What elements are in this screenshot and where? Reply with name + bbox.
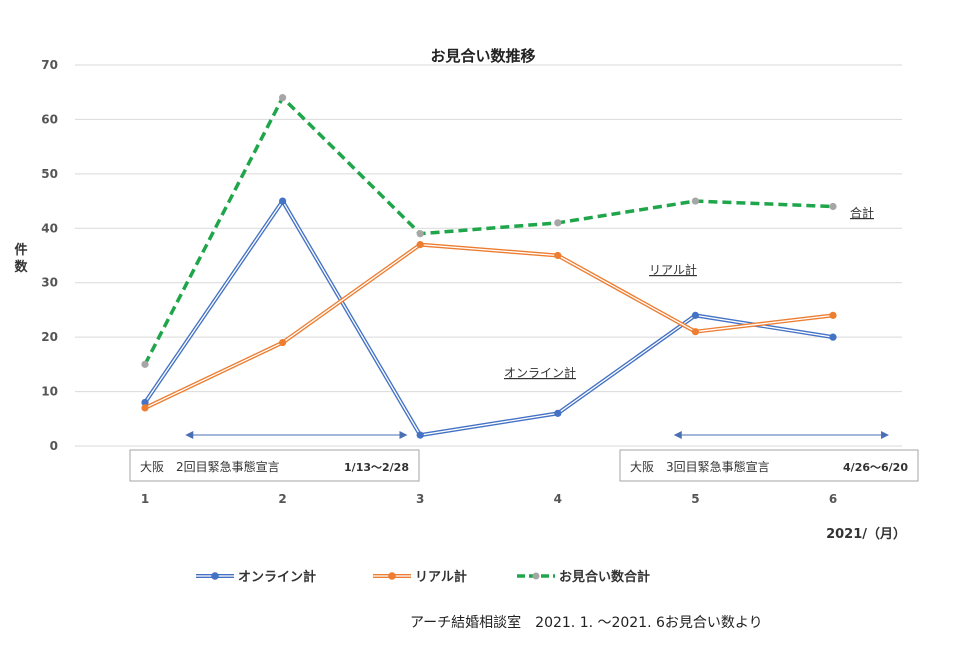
period-dates: 4/26〜6/20 [843, 461, 908, 474]
x-tick-label: 4 [554, 492, 562, 506]
y-axis-label: 件数 [14, 242, 28, 275]
y-axis-label-char: 数 [14, 259, 28, 275]
data-point [691, 328, 700, 336]
data-point [279, 94, 287, 102]
chart-title: お見合い数推移 [430, 47, 535, 65]
series-line [144, 242, 834, 410]
period-label: 大阪 3回目緊急事態宣言 [630, 459, 770, 474]
legend-label: オンライン計 [238, 569, 316, 585]
data-point [554, 251, 562, 260]
x-tick-label: 2 [278, 492, 286, 506]
data-point [141, 360, 149, 368]
x-tick-label: 5 [691, 492, 699, 506]
y-tick-label: 70 [41, 58, 58, 72]
y-tick-label: 0 [50, 439, 58, 453]
y-tick-label: 50 [41, 167, 58, 181]
data-point [691, 197, 700, 205]
series-line [143, 199, 834, 438]
period-annotation: 大阪 3回目緊急事態宣言 4/26〜6/20 [619, 431, 919, 482]
x-tick-labels: 1 2 3 4 5 6 [141, 492, 837, 506]
y-tick-label: 30 [41, 276, 58, 290]
y-tick-label: 20 [41, 330, 58, 344]
data-point [141, 398, 149, 407]
period-label: 大阪 2回目緊急事態宣言 [140, 459, 280, 474]
data-point [691, 311, 700, 319]
data-point [829, 333, 837, 341]
period-annotations: 大阪 2回目緊急事態宣言 1/13〜2/28 大阪 3回目緊急事態宣言 4/26〜6/… [129, 431, 919, 482]
period-dates: 1/13〜2/28 [344, 461, 409, 474]
legend: オンライン計 リアル計 お見合い数合計 [196, 569, 650, 585]
y-tick-label: 40 [41, 221, 58, 235]
data-point [554, 409, 562, 417]
grid-lines [75, 64, 902, 447]
series-line-inner [144, 200, 834, 436]
data-point [829, 202, 837, 211]
series-3 [141, 94, 837, 368]
data-point [416, 230, 424, 238]
legend-marker [532, 572, 540, 580]
series-line [143, 95, 834, 366]
y-tick-label: 10 [41, 385, 58, 399]
x-axis-label: 2021/（月） [826, 526, 906, 542]
series-lines [141, 94, 837, 439]
series-1 [141, 197, 837, 439]
data-point [416, 241, 424, 249]
data-point [829, 311, 837, 319]
x-tick-label: 6 [829, 492, 837, 506]
legend-item: リアル計 [373, 569, 467, 585]
y-axis-label-char: 件 [14, 242, 27, 258]
x-tick-label: 1 [141, 492, 149, 506]
online-series-annotation: オンライン計 [504, 365, 576, 380]
legend-marker [211, 572, 219, 580]
total-series-annotation: 合計 [850, 205, 874, 220]
x-tick-label: 3 [416, 492, 424, 506]
y-tick-label: 60 [41, 112, 58, 126]
data-point [416, 431, 424, 439]
period-annotation: 大阪 2回目緊急事態宣言 1/13〜2/28 [129, 431, 420, 482]
period-box [129, 449, 420, 482]
period-box [619, 449, 919, 482]
source-credit: アーチ結婚相談室 2021. 1. 〜2021. 6お見合い数より [410, 614, 763, 631]
legend-marker [388, 572, 396, 580]
data-point [279, 338, 287, 347]
data-point [141, 404, 149, 412]
y-tick-labels: 0 10 20 30 40 50 60 70 [41, 58, 58, 453]
legend-item: オンライン計 [196, 569, 316, 585]
series-line-inner [144, 243, 834, 409]
real-series-annotation: リアル計 [649, 262, 697, 277]
legend-label: お見合い数合計 [559, 569, 650, 585]
data-point [554, 219, 562, 227]
data-point [279, 197, 287, 205]
series-2 [141, 241, 837, 412]
legend-item: お見合い数合計 [517, 569, 650, 585]
legend-label: リアル計 [415, 569, 467, 585]
